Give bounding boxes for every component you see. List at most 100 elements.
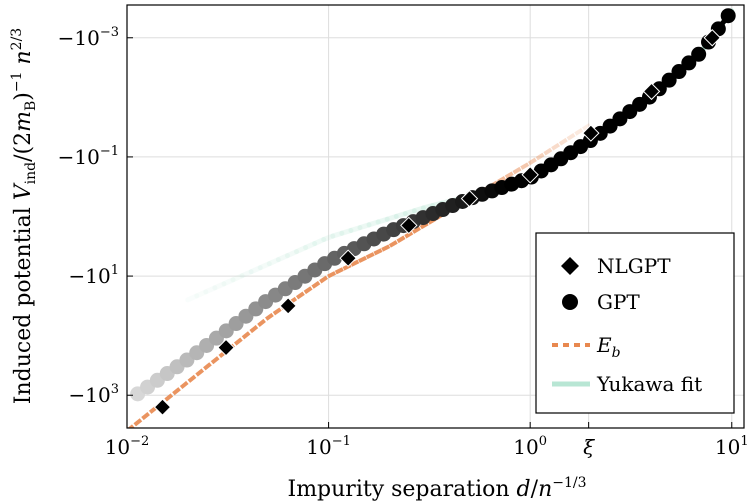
y-tick-label: −10−3: [58, 25, 119, 50]
nlgpt-point: [339, 249, 357, 267]
eb-line-segment: [327, 270, 337, 279]
eb-line-segment: [172, 385, 183, 396]
eb-line-segment: [558, 137, 569, 146]
eb-line-segment: [551, 142, 562, 151]
eb-line-segment: [141, 410, 152, 421]
nlgpt-point: [217, 338, 235, 357]
yukawa-line-segment: [375, 216, 390, 225]
eb-line-segment: [504, 170, 515, 179]
yukawa-line-segment: [420, 203, 436, 211]
eb-line-segment: [512, 166, 523, 175]
x-axis-label: Impurity separation d/n−1/3: [288, 475, 587, 502]
yukawa-line-segment: [275, 253, 290, 263]
eb-line-segment: [257, 317, 268, 327]
eb-line-segment: [358, 255, 368, 263]
yukawa-line-segment: [402, 208, 417, 217]
yukawa-line-segment: [339, 227, 354, 236]
yukawa-line-segment: [284, 249, 300, 259]
yukawa-line-segment: [348, 225, 363, 233]
nlgpt-point: [582, 124, 600, 142]
y-tick-label: −101: [69, 263, 120, 288]
yukawa-line-segment: [230, 273, 245, 283]
yukawa-line-segment: [257, 261, 272, 271]
eb-line-segment: [381, 244, 391, 252]
eb-line-segment: [396, 235, 407, 244]
yukawa-line-segment: [357, 222, 372, 231]
legend-label: Yukawa fit: [596, 372, 702, 396]
yukawa-line-segment: [185, 293, 200, 303]
yukawa-line-segment: [384, 213, 399, 222]
nlgpt-point: [153, 398, 172, 416]
gpt-point: [720, 8, 736, 24]
yukawa-line-segment: [194, 289, 209, 299]
yukawa-line-segment: [393, 211, 408, 219]
nlgpt-point: [703, 29, 721, 47]
eb-line-segment: [388, 239, 399, 248]
eb-line-segment: [365, 251, 376, 260]
eb-line-segment: [164, 392, 175, 402]
eb-line-segment: [264, 312, 276, 321]
x-tick-label: 101: [715, 434, 747, 459]
eb-line-segment: [319, 274, 330, 284]
yukawa-line-segment: [294, 245, 309, 255]
yukawa-line-segment: [303, 241, 318, 251]
eb-line-segment: [412, 225, 422, 234]
x-tick-label: 10−2: [105, 434, 150, 459]
plot-frame: [126, 4, 745, 429]
eb-line-segment: [404, 230, 415, 239]
eb-line-segment: [574, 127, 585, 136]
eb-line-segment: [543, 147, 554, 156]
eb-line-segment: [527, 156, 538, 166]
nlgpt-point: [642, 82, 661, 101]
eb-line-segment: [133, 416, 144, 427]
yukawa-line-segment: [212, 281, 227, 291]
x-tick-label: 10−1: [306, 434, 351, 459]
eb-line-segment: [210, 354, 222, 365]
yukawa-line-segment: [221, 277, 236, 287]
eb-line-segment: [241, 330, 252, 340]
y-tick-label: −10−1: [58, 144, 119, 169]
legend-marker-circle: [562, 294, 578, 310]
eb-line-segment: [187, 373, 198, 383]
nlgpt-point: [460, 189, 479, 208]
eb-line-segment: [342, 263, 353, 271]
eb-line-segment: [350, 259, 360, 267]
legend: NLGPT GPT Eb Yukawa fit: [535, 232, 735, 414]
eb-line-segment: [334, 266, 345, 275]
series-layer: [127, 8, 736, 428]
eb-line-segment: [233, 336, 245, 346]
yukawa-line-segment: [411, 205, 426, 214]
nlgpt-point: [400, 216, 418, 235]
yukawa-line-segment: [239, 269, 254, 279]
eb-line-segment: [373, 248, 384, 256]
ticks: 10−2 10−1 100 101 ξ −10−3 −10−1 −101 −103: [58, 25, 747, 459]
eb-line-segment: [303, 285, 314, 295]
yukawa-line-segment: [312, 237, 327, 247]
yukawa-line-segment: [248, 265, 263, 275]
eb-line-segment: [195, 367, 206, 377]
nlgpt-point: [279, 297, 297, 315]
eb-line-segment: [148, 404, 160, 414]
yukawa-line-segment: [321, 233, 336, 243]
eb-line-segment: [295, 290, 306, 300]
legend-label: NLGPT: [597, 254, 671, 278]
eb-line-segment: [535, 152, 546, 161]
eb-line-segment: [520, 161, 531, 170]
eb-line-segment: [249, 323, 260, 334]
eb-line-segment: [179, 379, 191, 390]
eb-line-segment: [203, 361, 214, 371]
eb-line-segment: [582, 122, 592, 131]
y-tick-label: −103: [69, 382, 120, 407]
eb-line-segment: [272, 306, 283, 316]
nlgpt-point: [521, 166, 539, 184]
legend-marker-diamond: [561, 257, 579, 275]
x-tick-label-xi: ξ: [583, 435, 595, 459]
x-tick-label: 100: [513, 434, 547, 459]
yukawa-line-segment: [330, 230, 345, 239]
yukawa-line-segment: [366, 219, 381, 228]
yukawa-line-segment: [266, 257, 281, 267]
yukawa-line-segment: [203, 285, 218, 295]
y-axis-label: Induced potential Vind/(2mB)−1 n2/3: [9, 28, 39, 404]
eb-line-segment: [566, 132, 577, 141]
